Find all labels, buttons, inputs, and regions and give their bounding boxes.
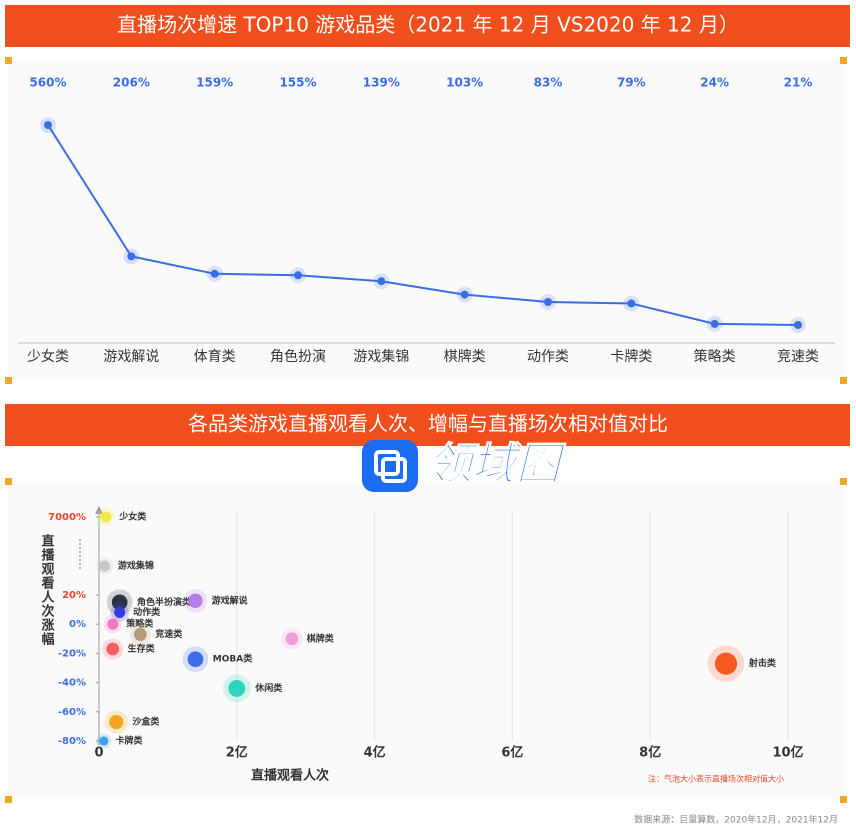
bubble xyxy=(183,589,208,613)
point xyxy=(706,315,723,332)
point xyxy=(456,286,473,303)
value-label: 79% xyxy=(617,76,646,90)
bubble-label: 射击类 xyxy=(748,657,777,669)
bubble-label: 角色半扮演类 xyxy=(137,596,192,608)
corner xyxy=(5,478,12,485)
bubble xyxy=(103,615,122,634)
bubble xyxy=(129,623,151,645)
bubble xyxy=(707,645,745,682)
bubble-label: MOBA类 xyxy=(213,653,253,665)
x-tick-label: 角色扮演 xyxy=(270,348,326,365)
x-tick-label: 0 xyxy=(94,746,103,761)
corner xyxy=(840,796,847,803)
watermark: 领域圈 xyxy=(428,439,567,490)
value-label: 159% xyxy=(196,76,233,90)
x-tick-label: 游戏解说 xyxy=(103,349,159,365)
y-tick-label: -80% xyxy=(58,736,86,747)
source: 数据来源：巨量算数，2020年12月，2021年12月 xyxy=(634,814,838,826)
corner xyxy=(840,57,847,64)
x-tick-label: 10亿 xyxy=(772,745,803,761)
bubble-label: 游戏解说 xyxy=(212,594,248,606)
x-tick-label: 2亿 xyxy=(226,745,248,761)
banner xyxy=(5,5,850,47)
x-tick-label: 卡牌类 xyxy=(610,348,652,365)
y-tick-label: -20% xyxy=(58,648,86,659)
point xyxy=(623,295,640,312)
x-axis-label: 直播观看人次 xyxy=(251,768,329,784)
value-label: 24% xyxy=(700,76,729,90)
line xyxy=(47,124,799,326)
bubble xyxy=(222,674,251,703)
y-tick-label: 20% xyxy=(62,590,86,601)
y-tick-label: 7000% xyxy=(48,512,86,523)
y-axis-label: 直播观看人次涨幅 xyxy=(39,533,56,646)
point xyxy=(790,317,806,333)
bubble xyxy=(96,507,116,527)
y-tick-label: -60% xyxy=(58,707,86,718)
chart-title: 直播场次增速 TOP10 游戏品类（2021 年 12 月 VS2020 年 1… xyxy=(117,13,739,37)
bubble-label: 少女类 xyxy=(118,511,147,523)
bubble-label: 策略类 xyxy=(125,618,154,630)
bubble xyxy=(96,733,112,749)
panel xyxy=(8,482,845,797)
point xyxy=(206,265,223,282)
y-tick-label: -40% xyxy=(58,678,86,689)
value-label: 21% xyxy=(784,76,813,90)
value-label: 83% xyxy=(534,76,563,90)
bubble-label: 休闲类 xyxy=(254,682,283,694)
bubble-label: 生存类 xyxy=(128,643,156,655)
panel xyxy=(8,60,845,380)
x-tick-label: 棋牌类 xyxy=(444,348,486,365)
y-tick-label: 0% xyxy=(69,619,86,630)
banner xyxy=(5,404,850,446)
logo-icon xyxy=(374,450,400,476)
x-tick-label: 体育类 xyxy=(194,349,236,365)
value-label: 560% xyxy=(29,76,66,90)
bubble-label: 棋牌类 xyxy=(306,632,335,644)
value-label: 155% xyxy=(279,76,316,90)
x-tick-label: 少女类 xyxy=(27,348,69,365)
x-tick-label: 策略类 xyxy=(694,348,736,365)
note: 注：气泡大小表示直播场次相对值大小 xyxy=(648,774,784,784)
point xyxy=(373,273,390,290)
x-tick-label: 8亿 xyxy=(639,745,661,761)
corner xyxy=(5,377,12,384)
bubble xyxy=(102,638,124,660)
x-tick-label: 6亿 xyxy=(501,745,523,761)
bubble xyxy=(95,557,114,576)
point xyxy=(123,248,140,265)
value-label: 206% xyxy=(113,76,150,90)
bubble-label: 游戏集锦 xyxy=(118,560,154,572)
bubble-label: 卡牌类 xyxy=(116,735,144,747)
bubble-label: 沙盒类 xyxy=(132,716,160,728)
point xyxy=(40,117,56,133)
bubble xyxy=(104,710,129,734)
value-label: 103% xyxy=(446,76,483,90)
logo-icon xyxy=(381,457,407,483)
value-label: 139% xyxy=(363,76,400,90)
x-tick-label: 游戏集锦 xyxy=(353,348,409,365)
x-tick-label: 4亿 xyxy=(364,745,386,761)
x-tick-label: 竞速类 xyxy=(777,348,819,365)
corner xyxy=(5,57,12,64)
bubble xyxy=(281,628,303,650)
corner xyxy=(5,796,12,803)
corner xyxy=(840,377,847,384)
y-axis-arrow xyxy=(95,506,103,514)
bubble xyxy=(110,603,129,622)
y-axis-label-text: 直播观看人次涨幅 xyxy=(39,533,56,646)
corner xyxy=(840,478,847,485)
bubble xyxy=(182,646,209,673)
point xyxy=(540,293,556,310)
logo-icon xyxy=(362,440,418,492)
chart-title: 各品类游戏直播观看人次、增幅与直播场次相对值对比 xyxy=(188,412,668,436)
x-tick-label: 动作类 xyxy=(527,349,569,365)
bubble-label: 动作类 xyxy=(133,606,161,618)
bubble-label: 竞速类 xyxy=(154,628,183,640)
point xyxy=(290,267,306,284)
